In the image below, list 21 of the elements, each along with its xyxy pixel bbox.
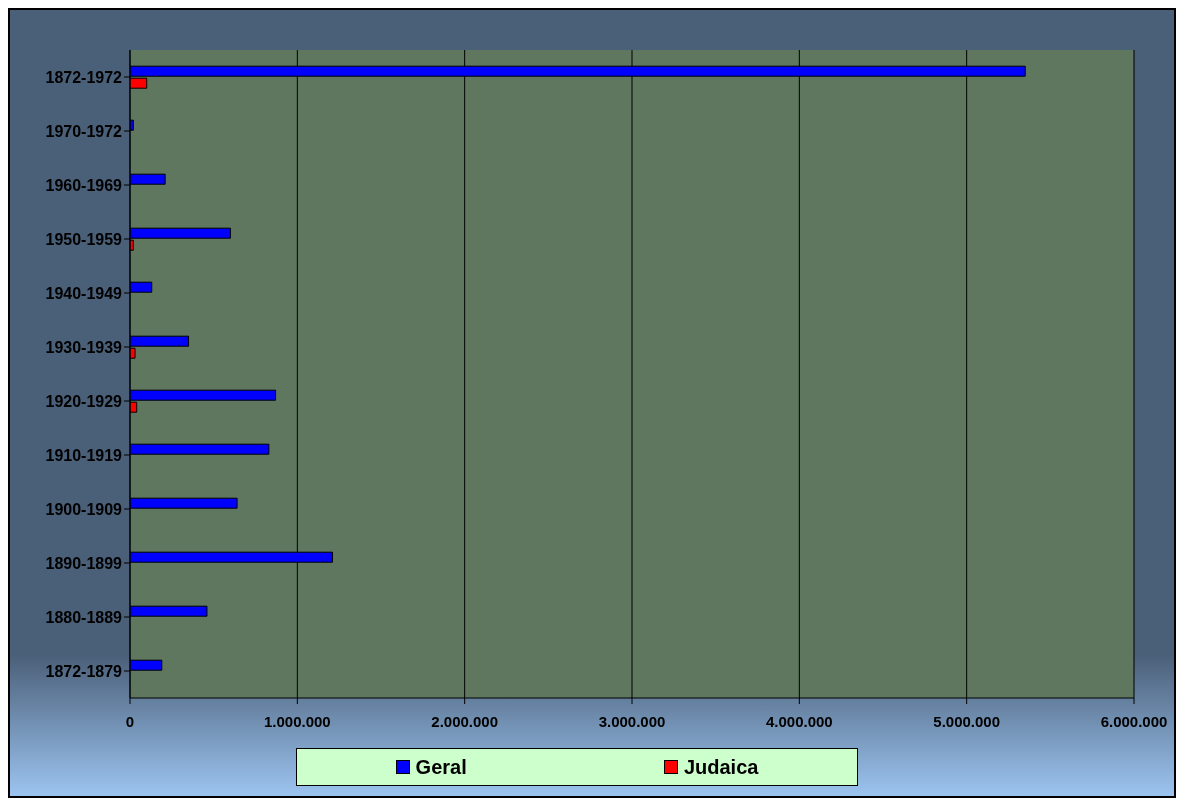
x-tick-label: 3.000.000: [598, 712, 666, 730]
y-tick-label: 1920-1929: [45, 392, 123, 410]
y-tick-label: 1950-1959: [45, 230, 123, 248]
y-tick-label: 1872-1879: [45, 662, 123, 680]
y-tick-label: 1970-1972: [45, 122, 123, 140]
y-tick-label: 1880-1889: [45, 608, 123, 626]
x-tick-label: 1.000.000: [263, 712, 331, 730]
y-tick-label: 1900-1909: [45, 500, 123, 518]
x-tick-label: 5.000.000: [933, 712, 1001, 730]
y-tick-label: 1872-1972: [45, 68, 123, 86]
x-tick-label: 6.000.000: [1100, 712, 1168, 730]
legend-label: Judaica: [682, 755, 759, 779]
y-tick-label: 1890-1899: [45, 554, 123, 572]
y-tick-label: 1910-1919: [45, 446, 123, 464]
y-tick-label: 1960-1969: [45, 176, 123, 194]
x-tick-label: 0: [125, 712, 135, 730]
legend-label: Geral: [414, 755, 467, 779]
y-tick-label: 1930-1939: [45, 338, 123, 356]
y-tick-label: 1940-1949: [45, 284, 123, 302]
x-tick-label: 2.000.000: [431, 712, 499, 730]
x-tick-label: 4.000.000: [765, 712, 833, 730]
